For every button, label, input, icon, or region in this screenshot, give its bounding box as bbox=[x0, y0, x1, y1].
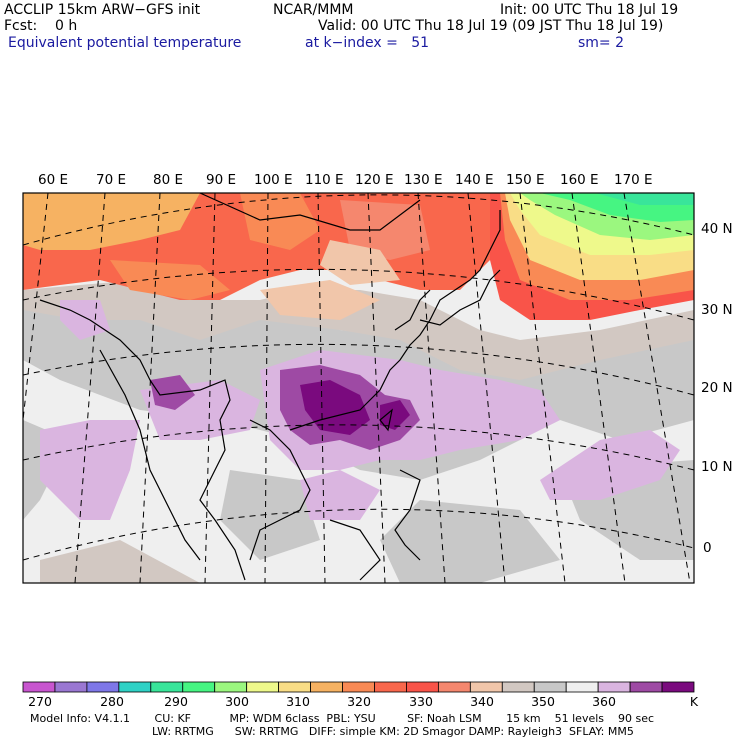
colorbar-swatch bbox=[565, 681, 599, 693]
colorbar-swatch bbox=[54, 681, 88, 693]
colorbar-label: 350 bbox=[531, 694, 555, 709]
colorbar-swatch bbox=[278, 681, 311, 693]
colorbar-swatch bbox=[310, 681, 343, 693]
colorbar-label: 360 bbox=[592, 694, 616, 709]
colorbar-label: 330 bbox=[409, 694, 433, 709]
lon-label: 130 E bbox=[404, 172, 443, 188]
colorbar-swatch bbox=[214, 681, 248, 693]
colorbar-swatch bbox=[86, 681, 120, 693]
colorbar-swatch bbox=[437, 681, 471, 693]
lat-label: 20 N bbox=[701, 380, 733, 396]
colorbar-label: 310 bbox=[286, 694, 310, 709]
level-index: at k−index = 51 bbox=[305, 35, 430, 51]
colorbar-swatch bbox=[118, 681, 152, 693]
lon-label: 120 E bbox=[355, 172, 394, 188]
field-name: Equivalent potential temperature bbox=[8, 35, 242, 51]
lon-label: 100 E bbox=[254, 172, 293, 188]
lon-label: 140 E bbox=[455, 172, 494, 188]
colorbar-swatch bbox=[406, 681, 439, 693]
colorbar-swatch bbox=[501, 681, 535, 693]
lat-label: 10 N bbox=[701, 459, 733, 475]
init-time: Init: 00 UTC Thu 18 Jul 19 bbox=[500, 2, 679, 18]
theta-e-field bbox=[23, 193, 694, 583]
colorbar-label: 270 bbox=[28, 694, 52, 709]
colorbar-swatch bbox=[22, 681, 56, 693]
colorbar bbox=[22, 681, 695, 693]
colorbar-unit: K bbox=[689, 694, 699, 709]
physics-info: LW: RRTMG SW: RRTMG DIFF: simple KM: 2D … bbox=[152, 725, 634, 738]
colorbar-swatch bbox=[150, 681, 184, 693]
colorbar-swatch bbox=[533, 681, 567, 693]
lon-label: 170 E bbox=[614, 172, 653, 188]
valid-time: Valid: 00 UTC Thu 18 Jul 19 (09 JST Thu … bbox=[318, 18, 664, 34]
map-frame bbox=[22, 192, 695, 584]
colorbar-swatch bbox=[597, 681, 631, 693]
colorbar-label: 300 bbox=[225, 694, 249, 709]
colorbar-swatch bbox=[246, 681, 280, 693]
colorbar-swatch bbox=[661, 681, 695, 693]
smoothing: sm= 2 bbox=[578, 35, 625, 51]
lon-label: 60 E bbox=[38, 172, 68, 188]
lat-label: 30 N bbox=[701, 302, 733, 318]
colorbar-label: 280 bbox=[100, 694, 124, 709]
model-info: Model Info: V4.1.1 CU: KF MP: WDM 6class… bbox=[30, 712, 655, 725]
colorbar-swatch bbox=[469, 681, 503, 693]
lon-label: 90 E bbox=[206, 172, 236, 188]
lat-label: 0 bbox=[703, 540, 712, 556]
lon-label: 80 E bbox=[153, 172, 183, 188]
lat-label: 40 N bbox=[701, 221, 733, 237]
lon-label: 70 E bbox=[96, 172, 126, 188]
colorbar-swatch bbox=[182, 681, 216, 693]
lon-label: 150 E bbox=[506, 172, 545, 188]
colorbar-label: 320 bbox=[347, 694, 371, 709]
model-title: ACCLIP 15km ARW−GFS init bbox=[4, 2, 201, 18]
center-title: NCAR/MMM bbox=[273, 2, 354, 18]
colorbar-label: 340 bbox=[470, 694, 494, 709]
colorbar-swatch bbox=[374, 681, 407, 693]
colorbar-label: 290 bbox=[164, 694, 188, 709]
colorbar-swatch bbox=[342, 681, 375, 693]
colorbar-swatch bbox=[629, 681, 663, 693]
lon-label: 160 E bbox=[560, 172, 599, 188]
coastline bbox=[39, 193, 501, 581]
lon-label: 110 E bbox=[305, 172, 344, 188]
forecast-hour: Fcst: 0 h bbox=[4, 18, 78, 34]
graticule bbox=[23, 193, 694, 583]
